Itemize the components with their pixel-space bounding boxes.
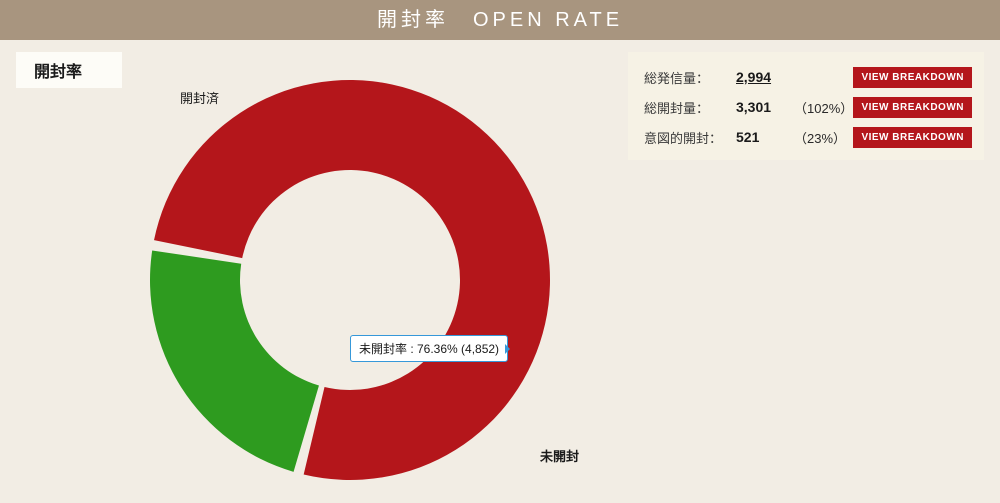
header-title: 開封率 OPEN RATE xyxy=(377,9,623,31)
stat-row-intentional: 意図的開封： 521 （23%） VIEW BREAKDOWN xyxy=(644,122,972,152)
stat-row-sent: 総発信量： 2,994 VIEW BREAKDOWN xyxy=(644,62,972,92)
page-header: 開封率 OPEN RATE xyxy=(0,0,1000,40)
tooltip-text: 未開封率 : 76.36% (4,852) xyxy=(359,342,499,356)
stat-value: 521 xyxy=(736,129,794,145)
view-breakdown-button[interactable]: VIEW BREAKDOWN xyxy=(853,67,972,88)
subtitle-box: 開封率 xyxy=(16,52,122,88)
donut-slice-opened[interactable] xyxy=(150,250,319,471)
stat-label: 意図的開封： xyxy=(644,128,736,147)
donut-svg xyxy=(130,60,570,500)
stat-row-opened: 総開封量： 3,301 （102%） VIEW BREAKDOWN xyxy=(644,92,972,122)
chart-tooltip: 未開封率 : 76.36% (4,852) xyxy=(350,335,508,362)
stat-pct: （23%） xyxy=(794,128,852,147)
stat-label: 総発信量： xyxy=(644,68,736,87)
legend-unopened: 未開封 xyxy=(540,446,579,465)
view-breakdown-button[interactable]: VIEW BREAKDOWN xyxy=(853,97,972,118)
stat-pct: （102%） xyxy=(794,98,852,117)
stats-panel: 総発信量： 2,994 VIEW BREAKDOWN 総開封量： 3,301 （… xyxy=(628,52,984,160)
stat-value: 3,301 xyxy=(736,99,794,115)
stat-label: 総開封量： xyxy=(644,98,736,117)
donut-chart xyxy=(130,60,570,500)
legend-opened: 開封済 xyxy=(180,88,219,107)
legend-unopened-label: 未開封 xyxy=(540,449,579,464)
stat-value: 2,994 xyxy=(736,69,794,85)
view-breakdown-button[interactable]: VIEW BREAKDOWN xyxy=(853,127,972,148)
subtitle-text: 開封率 xyxy=(34,64,82,81)
legend-opened-label: 開封済 xyxy=(180,91,219,106)
